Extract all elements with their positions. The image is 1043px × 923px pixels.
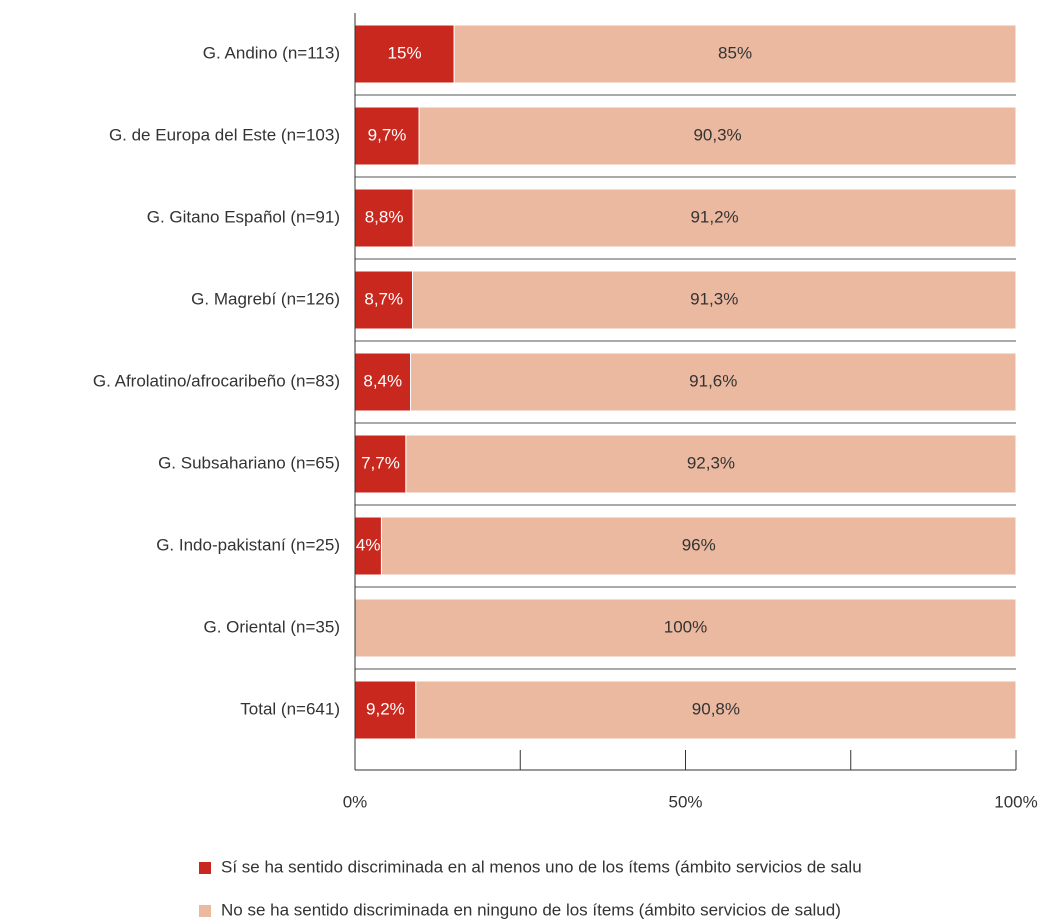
bar-segment — [380, 516, 1017, 576]
bar-segment — [354, 516, 382, 576]
x-tick-label: 100% — [994, 792, 1037, 811]
bar-segment — [453, 24, 1017, 84]
value-label: 90,3% — [693, 125, 741, 144]
category-label: G. Oriental (n=35) — [203, 617, 340, 636]
category-label: G. Indo-pakistaní (n=25) — [156, 535, 340, 554]
value-label: 8,4% — [363, 371, 402, 390]
value-label: 9,7% — [368, 125, 407, 144]
bar-segment — [405, 434, 1017, 494]
category-label: G. Subsahariano (n=65) — [158, 453, 340, 472]
category-label: G. Gitano Español (n=91) — [147, 207, 340, 226]
value-label: 9,2% — [366, 699, 405, 718]
value-label: 90,8% — [692, 699, 740, 718]
x-tick-label: 0% — [343, 792, 368, 811]
value-label: 91,6% — [689, 371, 737, 390]
value-label: 100% — [664, 617, 707, 636]
category-label: G. Afrolatino/afrocaribeño (n=83) — [93, 371, 340, 390]
value-label: 8,7% — [364, 289, 403, 308]
category-label: Total (n=641) — [240, 699, 340, 718]
value-label: 4% — [356, 535, 381, 554]
value-label: 15% — [388, 43, 422, 62]
legend-swatch — [199, 905, 211, 917]
legend-label: No se ha sentido discriminada en ninguno… — [221, 900, 841, 919]
bar-segment — [415, 680, 1017, 740]
bar-segment — [418, 106, 1017, 166]
bar-segment — [412, 188, 1017, 248]
category-label: G. Andino (n=113) — [203, 43, 340, 62]
bar-segment — [354, 598, 1017, 658]
value-label: 8,8% — [365, 207, 404, 226]
bar-segment — [410, 352, 1017, 412]
value-label: 91,3% — [690, 289, 738, 308]
bar-segment — [354, 188, 414, 248]
bar-segment — [354, 680, 417, 740]
category-label: G. de Europa del Este (n=103) — [109, 125, 340, 144]
bar-segment — [412, 270, 1017, 330]
value-label: 85% — [718, 43, 752, 62]
category-label: G. Magrebí (n=126) — [191, 289, 340, 308]
value-label: 96% — [682, 535, 716, 554]
legend-swatch — [199, 862, 211, 874]
x-tick-label: 50% — [668, 792, 702, 811]
value-label: 7,7% — [361, 453, 400, 472]
legend-label: Sí se ha sentido discriminada en al meno… — [221, 857, 862, 876]
value-label: 92,3% — [687, 453, 735, 472]
value-label: 91,2% — [690, 207, 738, 226]
bar-segment — [354, 434, 407, 494]
bar-segment — [354, 352, 412, 412]
